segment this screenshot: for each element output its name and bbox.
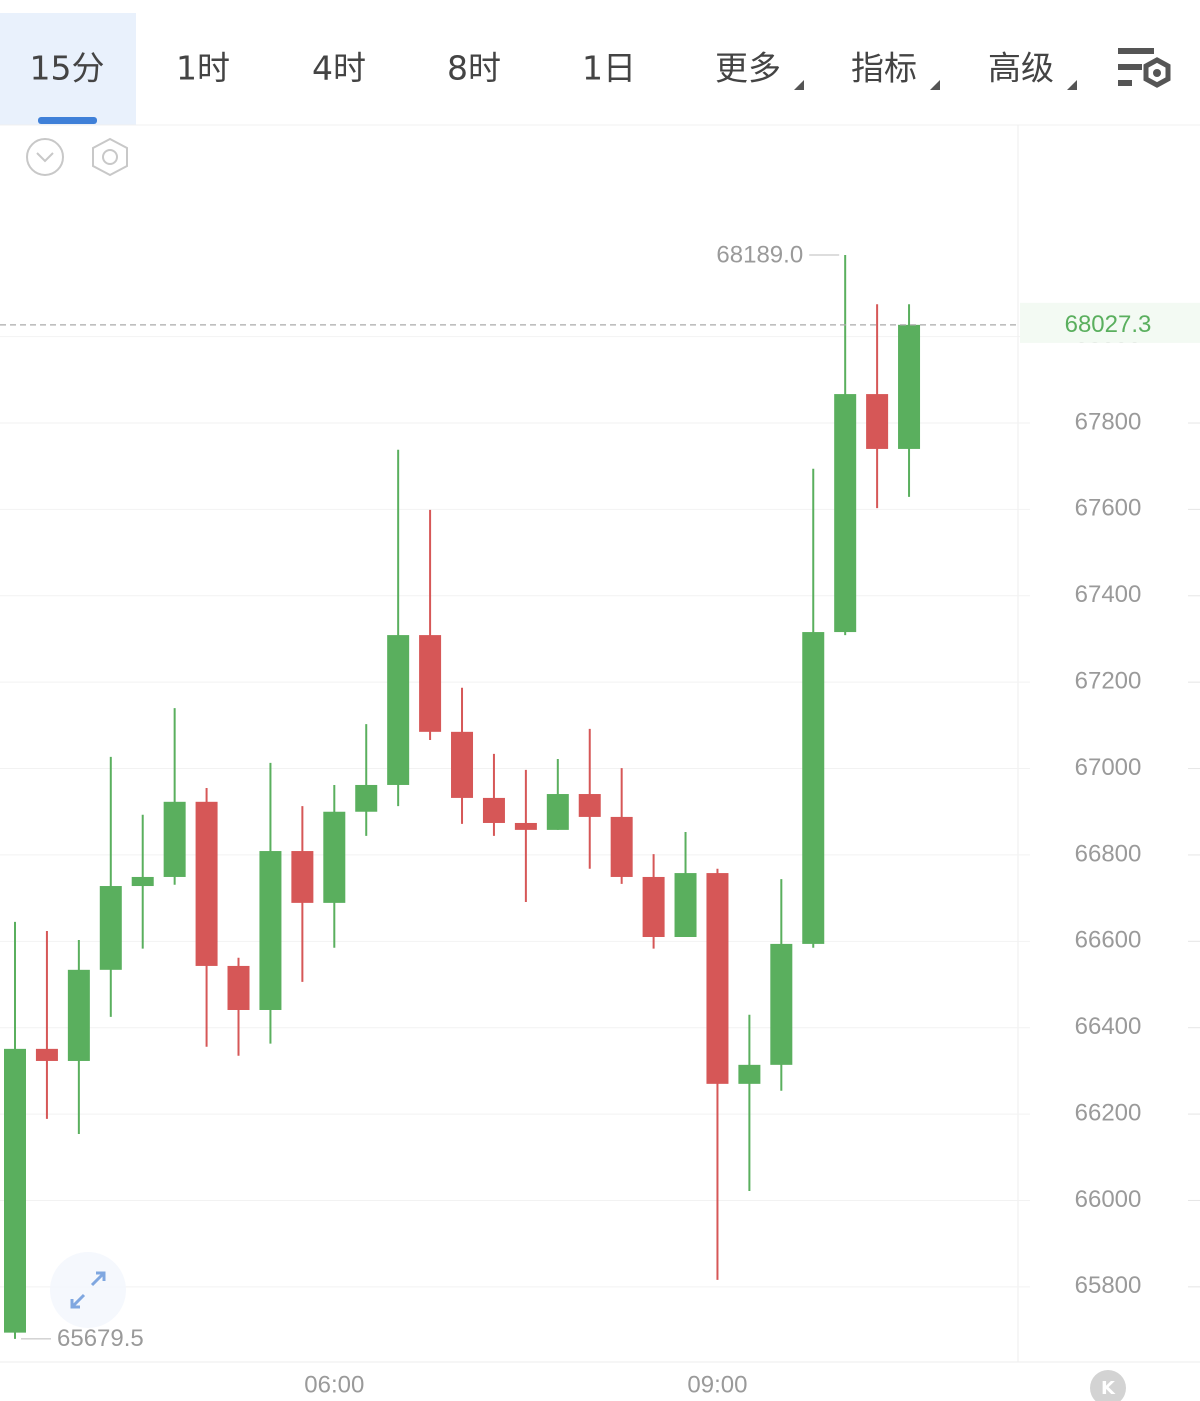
x-tick-label: 06:00 xyxy=(304,1371,364,1398)
candle-body xyxy=(35,1048,58,1061)
candle-body xyxy=(387,635,410,785)
candle-body xyxy=(419,635,442,732)
y-tick-label: 66800 xyxy=(1075,840,1142,867)
y-tick-label: 66000 xyxy=(1075,1186,1142,1213)
y-tick-label: 67000 xyxy=(1075,754,1142,781)
icon-hex xyxy=(1143,57,1171,88)
candle-body xyxy=(163,801,186,877)
y-tick-label: 66400 xyxy=(1075,1013,1142,1040)
candle-body xyxy=(642,876,665,937)
expand-button[interactable] xyxy=(50,1252,126,1328)
last-price-label: 68027.3 xyxy=(1065,311,1152,338)
candle-body xyxy=(514,822,537,830)
dropdown-arrow xyxy=(1067,80,1077,90)
y-tick-label: 67400 xyxy=(1075,581,1142,608)
icon-bar xyxy=(1118,64,1142,70)
extreme-label: 65679.5 xyxy=(57,1325,144,1352)
candle-body xyxy=(802,632,825,944)
active-tab-indicator xyxy=(38,117,97,124)
dropdown-arrow xyxy=(930,80,940,90)
x-tick-label: 09:00 xyxy=(687,1371,747,1398)
icon-dot xyxy=(1153,69,1161,77)
tab[interactable]: 更多 xyxy=(715,49,781,88)
extreme-label: 68189.0 xyxy=(716,241,803,268)
candle-body xyxy=(99,886,122,970)
candle-body xyxy=(770,943,793,1065)
labels: 06:00 09:00 68189.0 65679.5 68027.3 xyxy=(0,241,1200,1398)
candle-body xyxy=(674,873,697,937)
y-tick-label: 67200 xyxy=(1075,668,1142,695)
chart-controls xyxy=(26,137,128,177)
candles xyxy=(4,255,921,1339)
dropdown-arrow xyxy=(794,80,804,90)
candle-body xyxy=(898,324,921,449)
tab[interactable]: 高级 xyxy=(988,49,1054,88)
tab[interactable]: 指标 xyxy=(851,49,917,88)
candle-body xyxy=(323,811,346,903)
y-tick-label: 65800 xyxy=(1075,1272,1142,1299)
candle-body xyxy=(834,394,857,633)
icon-bar xyxy=(1118,80,1132,86)
candle-body xyxy=(451,731,474,798)
y-tick-label: 67800 xyxy=(1075,408,1142,435)
tab[interactable]: 4时 xyxy=(312,49,366,88)
tab[interactable]: 1日 xyxy=(582,49,636,88)
toolbar: 15分 1时 4时 8时 1日 更多 指标 高级 xyxy=(0,13,1200,126)
tab[interactable]: 8时 xyxy=(447,49,501,88)
candle-body xyxy=(578,794,601,817)
candle-body xyxy=(227,965,250,1010)
candle-body xyxy=(610,816,633,877)
candle-body xyxy=(706,873,729,1084)
last-price-box xyxy=(1020,302,1200,343)
y-tick-label: 66600 xyxy=(1075,927,1142,954)
settings-button[interactable] xyxy=(92,137,128,177)
expand-icon xyxy=(70,1271,106,1309)
candle-body xyxy=(131,876,154,887)
candle-body xyxy=(546,794,569,830)
candle-body xyxy=(355,784,378,812)
collapse-button[interactable] xyxy=(26,138,64,176)
candle-body xyxy=(482,797,505,823)
icon-bar xyxy=(1118,48,1154,54)
candle-body xyxy=(291,851,314,903)
candle-body xyxy=(738,1064,761,1084)
tab[interactable]: 15分 xyxy=(30,49,105,88)
logo: K xyxy=(1101,1378,1116,1399)
y-tick-label: 67600 xyxy=(1075,495,1142,522)
logo-circle xyxy=(1090,1370,1126,1401)
candle-body xyxy=(4,1048,26,1333)
settings-dot xyxy=(102,149,118,165)
candle-body xyxy=(67,969,90,1061)
y-tick-label: 66200 xyxy=(1075,1099,1142,1126)
tab[interactable]: 1时 xyxy=(176,49,230,88)
candle-body xyxy=(259,851,282,1010)
chevron xyxy=(36,152,54,163)
settings-icon[interactable] xyxy=(1118,48,1171,88)
candle-body xyxy=(866,394,889,449)
candle-body xyxy=(195,801,218,966)
active-tab-bg xyxy=(0,13,136,125)
expand-bg xyxy=(50,1252,126,1328)
